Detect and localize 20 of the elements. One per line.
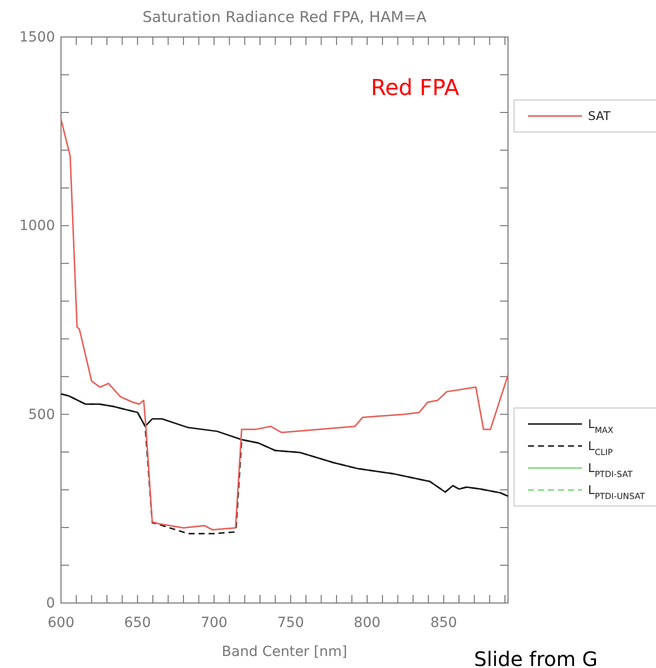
y-tick-label: 1500 (19, 29, 55, 46)
chart-title: Saturation Radiance Red FPA, HAM=A (142, 8, 428, 26)
text: Slide from G (474, 647, 598, 668)
legend-label: L$_{CLIP}$ (588, 439, 613, 457)
x-axis-title: Band Center [nm] (222, 644, 348, 660)
y-tick-label: 500 (28, 406, 55, 423)
annotation: Red FPA (370, 76, 460, 101)
legend-label: L$_{MAX}$ (588, 417, 614, 435)
legend-label: L$_{PTDI-UNSAT}$ (588, 483, 646, 501)
x-tick-label: 850 (430, 614, 458, 631)
legend-label: L$_{PTDI-SAT}$ (588, 461, 634, 479)
x-tick-label: 600 (48, 614, 74, 631)
x-tick-label: 650 (124, 614, 151, 631)
x-tick-label: 800 (354, 614, 381, 631)
y-tick-label: 0 (46, 595, 55, 612)
line-series (60, 118, 509, 531)
x-tick-label: 700 (200, 614, 228, 631)
y-tick-label: 1000 (19, 218, 55, 234)
x-tick-label: 750 (277, 614, 304, 631)
legend-label: SAT (588, 109, 612, 123)
